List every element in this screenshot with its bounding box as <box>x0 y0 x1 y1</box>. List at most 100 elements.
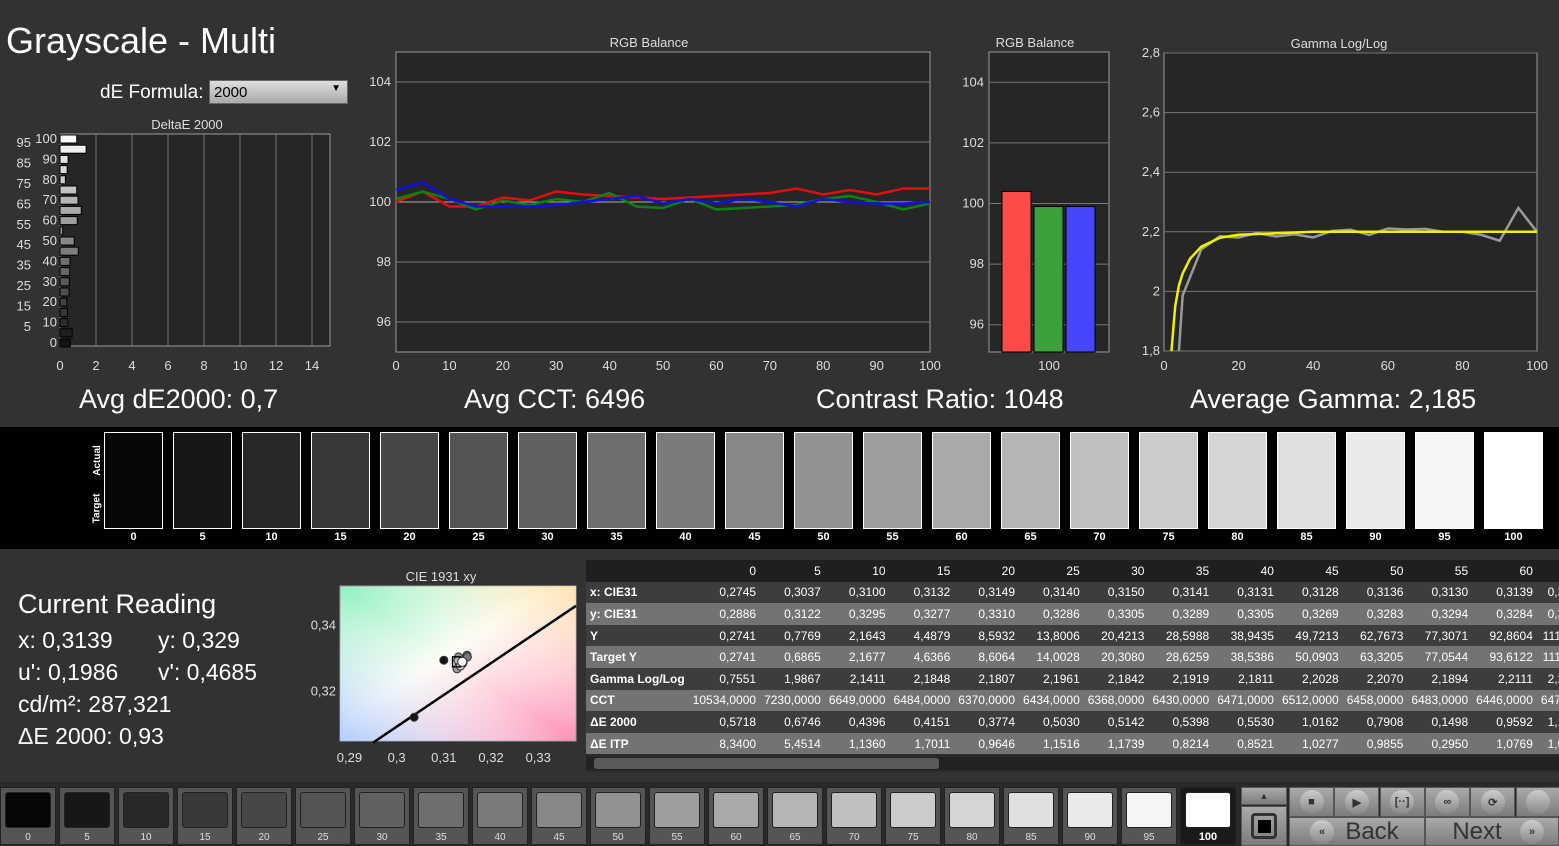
scroll-up-button[interactable]: ▲ <box>1241 787 1287 805</box>
patch-0[interactable] <box>104 432 163 529</box>
table-cell: 2,1919 <box>1148 667 1214 690</box>
x-tick-label: 0,29 <box>337 750 362 765</box>
bracket-button[interactable]: [··] <box>1379 787 1425 817</box>
bottom-swatch-0[interactable]: 0 <box>0 787 56 845</box>
table-cell: 2,1894 <box>1407 667 1473 690</box>
patch-85[interactable] <box>1277 432 1336 529</box>
patch-label: 25 <box>472 531 485 543</box>
swatch-color <box>418 792 464 828</box>
play-button[interactable]: ▶ <box>1334 787 1380 817</box>
table-cell: 0,3310 <box>954 603 1020 625</box>
bottom-swatch-45[interactable]: 45 <box>531 787 587 845</box>
y-tick-label: 96 <box>377 314 391 329</box>
patch-60[interactable] <box>932 432 991 529</box>
patch-90[interactable] <box>1346 432 1405 529</box>
bottom-swatch-55[interactable]: 55 <box>649 787 705 845</box>
back-button[interactable]: « Back <box>1289 817 1425 846</box>
bottom-swatch-5[interactable]: 5 <box>59 787 115 845</box>
bottom-swatch-50[interactable]: 50 <box>590 787 646 845</box>
column-header[interactable]: 55 <box>1407 560 1473 582</box>
patch-30[interactable] <box>518 432 577 529</box>
patch-100[interactable] <box>1484 432 1543 529</box>
x-tick-label: 2 <box>92 358 99 373</box>
table-cell: 0,3130 <box>1407 581 1473 604</box>
table-cell: 0,3294 <box>1407 603 1473 625</box>
bottom-swatch-35[interactable]: 35 <box>413 787 469 845</box>
patch-10[interactable] <box>242 432 301 529</box>
patch-45[interactable] <box>725 432 784 529</box>
de-formula-value: 2000 <box>214 84 248 101</box>
bottom-swatch-95[interactable]: 95 <box>1121 787 1177 845</box>
infinity-button[interactable]: ∞ <box>1424 787 1470 817</box>
column-header[interactable]: 0 <box>688 560 761 582</box>
patch-95[interactable] <box>1415 432 1474 529</box>
deltae-bar <box>59 165 68 175</box>
bottom-swatch-80[interactable]: 80 <box>944 787 1000 845</box>
cie-chart-title: CIE 1931 xy <box>406 569 477 584</box>
bottom-swatch-15[interactable]: 15 <box>177 787 233 845</box>
table-cell: 50,0903 <box>1277 646 1343 668</box>
bottom-swatch-10[interactable]: 10 <box>118 787 174 845</box>
next-button[interactable]: Next » <box>1425 817 1559 846</box>
refresh-button[interactable]: ⟳ <box>1470 787 1516 817</box>
de-formula-select[interactable]: 2000 ▼ <box>209 80 348 104</box>
column-header[interactable]: 10 <box>824 560 890 582</box>
bottom-swatch-65[interactable]: 65 <box>767 787 823 845</box>
swatch-label: 25 <box>317 832 329 843</box>
bottom-swatch-85[interactable]: 85 <box>1003 787 1059 845</box>
patch-70[interactable] <box>1070 432 1129 529</box>
column-header[interactable]: 50 <box>1342 560 1408 582</box>
bottom-swatch-70[interactable]: 70 <box>826 787 882 845</box>
patch-label: 90 <box>1369 531 1382 543</box>
de-formula-label: dE Formula: <box>100 82 204 103</box>
deltae-bar <box>59 205 82 215</box>
patch-65[interactable] <box>1001 432 1060 529</box>
column-header[interactable]: 5 <box>760 560 825 582</box>
column-header[interactable]: 60 <box>1472 560 1537 582</box>
circle-button[interactable] <box>1515 787 1559 817</box>
patch-5[interactable] <box>173 432 232 529</box>
patch-50[interactable] <box>794 432 853 529</box>
patch-35[interactable] <box>587 432 646 529</box>
table-cell: 2,1811 <box>1213 667 1278 690</box>
patch-label: 10 <box>265 531 278 543</box>
horizontal-scrollbar[interactable] <box>586 757 1559 770</box>
y-tick-label: 2,4 <box>1142 164 1160 179</box>
bracket-icon: [··] <box>1390 790 1415 814</box>
column-header[interactable]: 25 <box>1019 560 1084 582</box>
table-cell: 2,1411 <box>824 667 890 690</box>
table-cell: 2,1807 <box>954 667 1020 690</box>
column-header[interactable]: 65 <box>1536 560 1559 582</box>
bottom-swatch-25[interactable]: 25 <box>295 787 351 845</box>
patch-label: 85 <box>1300 531 1313 543</box>
bottom-swatch-75[interactable]: 75 <box>885 787 941 845</box>
bottom-swatch-90[interactable]: 90 <box>1062 787 1118 845</box>
patch-75[interactable] <box>1139 432 1198 529</box>
column-header[interactable]: 30 <box>1083 560 1149 582</box>
patch-55[interactable] <box>863 432 922 529</box>
patch-40[interactable] <box>656 432 715 529</box>
patch-25[interactable] <box>449 432 508 529</box>
patch-20[interactable] <box>380 432 439 529</box>
column-header[interactable]: 40 <box>1213 560 1278 582</box>
patch-label: 60 <box>955 531 968 543</box>
stop-measure-button[interactable] <box>1241 806 1287 846</box>
column-header[interactable]: 20 <box>954 560 1020 582</box>
column-header[interactable]: 35 <box>1148 560 1214 582</box>
bottom-swatch-60[interactable]: 60 <box>708 787 764 845</box>
patch-80[interactable] <box>1208 432 1267 529</box>
column-header[interactable]: 45 <box>1277 560 1343 582</box>
bottom-swatch-40[interactable]: 40 <box>472 787 528 845</box>
bottom-swatch-20[interactable]: 20 <box>236 787 292 845</box>
bottom-swatch-100[interactable]: 100 <box>1180 787 1236 845</box>
stop-button[interactable]: ■ <box>1289 787 1334 817</box>
y-tick-label: 2 <box>1153 283 1160 298</box>
column-header[interactable]: 15 <box>889 560 955 582</box>
reading-x: x: 0,3139 <box>18 627 113 653</box>
patch-15[interactable] <box>311 432 370 529</box>
swatch-label: 40 <box>494 832 506 843</box>
bottom-swatch-30[interactable]: 30 <box>354 787 410 845</box>
red-bar <box>1001 190 1032 353</box>
gamma-chart-plot-area <box>1163 52 1538 352</box>
scrollbar-thumb[interactable] <box>594 758 939 769</box>
